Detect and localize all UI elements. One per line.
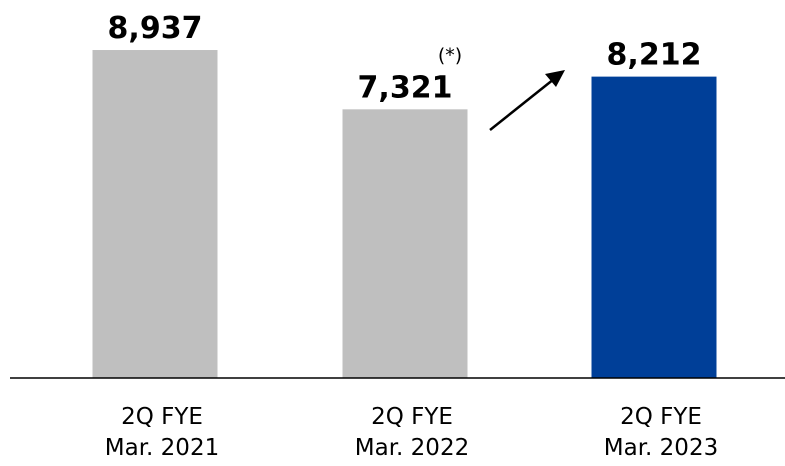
bar-1 [92,50,218,379]
value-label-3: 8,212 [607,38,702,73]
category-label-1-line-2: Mar. 2021 [105,435,219,461]
bar-3 [591,76,717,378]
footnote-marker: (*) [438,44,462,66]
arrow-head [545,70,565,87]
category-label-3-line-2: Mar. 2023 [604,435,718,461]
value-label-2: 7,321 [358,70,453,105]
category-label-1-line-1: 2Q FYE [121,404,203,430]
arrow-shaft [489,74,560,131]
category-label-2-line-1: 2Q FYE [371,404,453,430]
increase-arrow-icon [489,70,565,131]
bar-2 [342,109,468,378]
value-label-1: 8,937 [108,11,203,46]
bars-group [92,50,717,379]
category-label-3-line-1: 2Q FYE [620,404,702,430]
category-label-2-line-2: Mar. 2022 [355,435,469,461]
category-labels-group: 2Q FYE Mar. 2021 2Q FYE Mar. 2022 2Q FYE Mar.… [105,404,718,461]
value-labels-group: 8,937 7,321 8,212 [108,11,702,105]
